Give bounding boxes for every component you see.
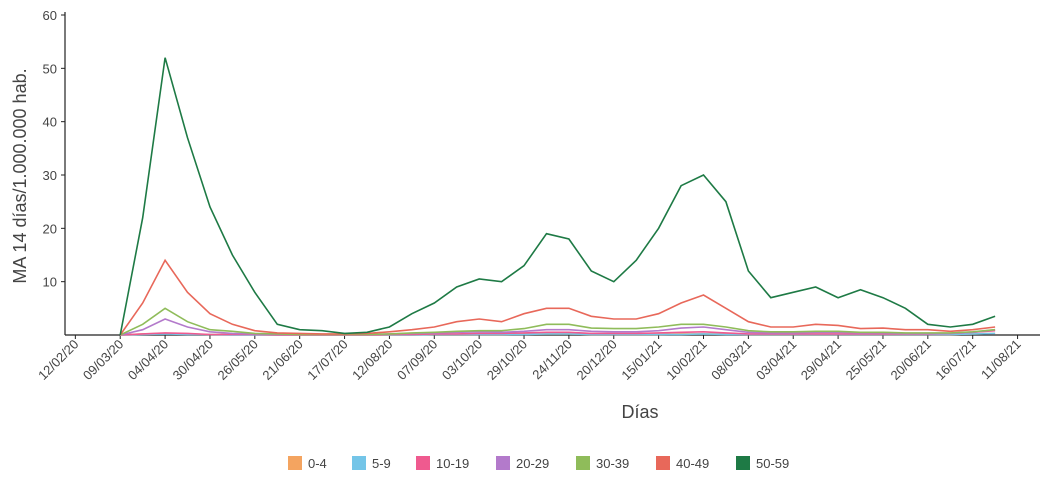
series-line bbox=[119, 307, 996, 336]
legend-swatch bbox=[656, 456, 670, 470]
legend-label: 30-39 bbox=[596, 456, 629, 471]
x-tick-label: 03/04/21 bbox=[753, 337, 799, 383]
legend-swatch bbox=[576, 456, 590, 470]
legend-label: 0-4 bbox=[308, 456, 327, 471]
y-tick-label: 50 bbox=[43, 61, 57, 76]
x-tick-label: 10/02/21 bbox=[663, 337, 709, 383]
legend-swatch bbox=[352, 456, 366, 470]
x-tick-label: 20/06/21 bbox=[888, 337, 934, 383]
y-tick-label: 10 bbox=[43, 275, 57, 290]
legend-label: 5-9 bbox=[372, 456, 391, 471]
legend-label: 40-49 bbox=[676, 456, 709, 471]
x-tick-label: 12/02/20 bbox=[35, 337, 81, 383]
y-tick-label: 60 bbox=[43, 8, 57, 23]
x-tick-label: 25/05/21 bbox=[843, 337, 889, 383]
x-tick-label: 29/04/21 bbox=[798, 337, 844, 383]
x-tick-label: 11/08/21 bbox=[978, 337, 1024, 383]
legend-label: 50-59 bbox=[756, 456, 789, 471]
legend-swatch bbox=[496, 456, 510, 470]
x-tick-label: 26/05/20 bbox=[215, 337, 261, 383]
x-tick-label: 08/03/21 bbox=[708, 337, 754, 383]
y-tick-label: 30 bbox=[43, 168, 57, 183]
legend-swatch bbox=[736, 456, 750, 470]
x-tick-label: 20/12/20 bbox=[573, 337, 619, 383]
x-tick-label: 12/08/20 bbox=[349, 337, 395, 383]
legend-label: 10-19 bbox=[436, 456, 469, 471]
y-tick-label: 20 bbox=[43, 221, 57, 236]
x-tick-label: 21/06/20 bbox=[259, 337, 305, 383]
y-axis-label: MA 14 días/1.000.000 hab. bbox=[10, 68, 30, 283]
y-tick-label: 40 bbox=[43, 115, 57, 130]
x-tick-label: 09/03/20 bbox=[80, 337, 126, 383]
x-tick-label: 07/09/20 bbox=[394, 337, 440, 383]
series-line bbox=[119, 258, 996, 336]
x-tick-label: 03/10/20 bbox=[439, 337, 485, 383]
x-tick-label: 30/04/20 bbox=[170, 337, 216, 383]
x-tick-label: 04/04/20 bbox=[125, 337, 171, 383]
legend-label: 20-29 bbox=[516, 456, 549, 471]
x-axis-label: Días bbox=[621, 402, 658, 422]
legend-swatch bbox=[288, 456, 302, 470]
x-tick-label: 29/10/20 bbox=[484, 337, 530, 383]
x-tick-label: 16/07/21 bbox=[932, 337, 978, 383]
x-tick-label: 17/07/20 bbox=[304, 337, 350, 383]
x-tick-label: 15/01/21 bbox=[618, 337, 664, 383]
x-tick-label: 24/11/20 bbox=[529, 337, 575, 383]
series-line bbox=[119, 57, 996, 336]
legend-swatch bbox=[416, 456, 430, 470]
